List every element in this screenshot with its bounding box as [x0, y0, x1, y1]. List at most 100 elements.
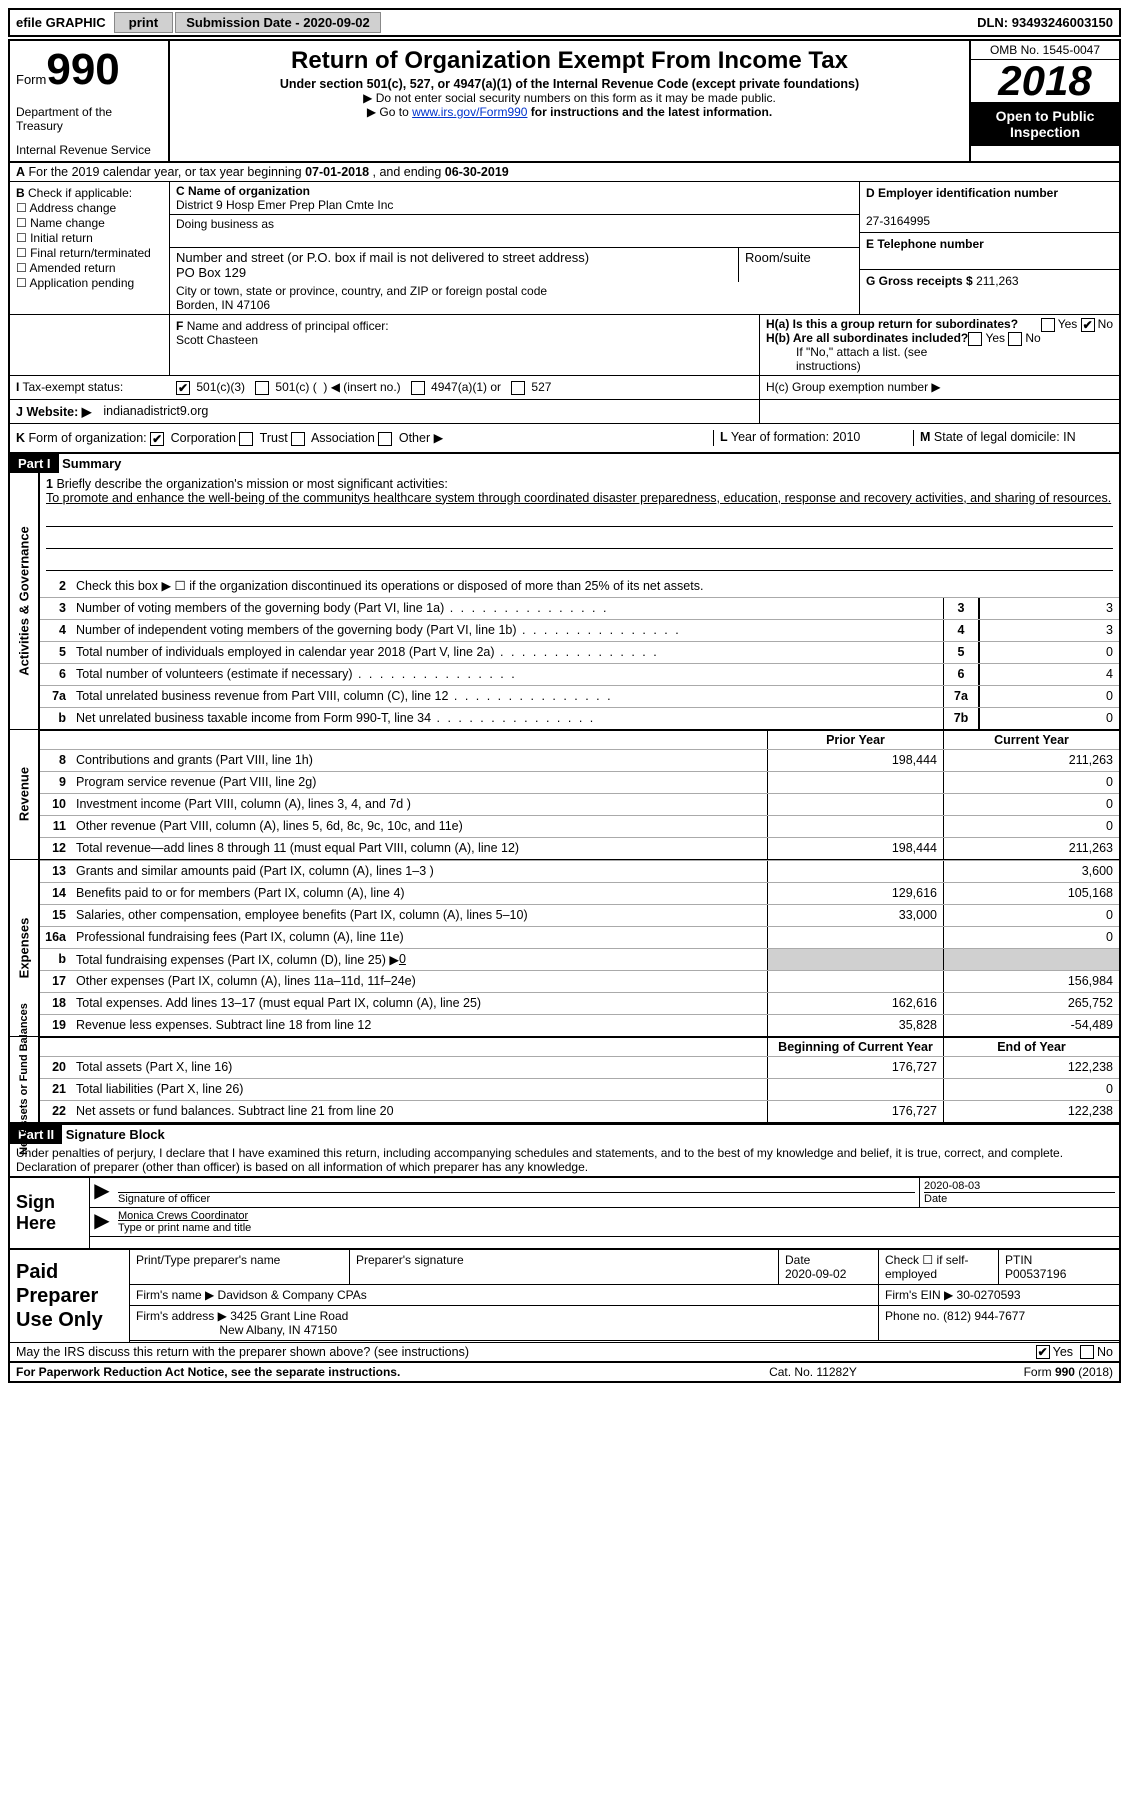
- self-employed-check[interactable]: Check ☐ if self-employed: [879, 1250, 999, 1284]
- row-a-tax-year: A For the 2019 calendar year, or tax yea…: [10, 163, 1119, 182]
- top-toolbar: efile GRAPHIC print Submission Date - 20…: [8, 8, 1121, 37]
- line-16b: bTotal fundraising expenses (Part IX, co…: [40, 948, 1119, 970]
- chk-discuss-yes[interactable]: [1036, 1345, 1050, 1359]
- chk-initial-return[interactable]: ☐ Initial return: [16, 231, 163, 245]
- year-formation: 2010: [833, 430, 861, 444]
- side-revenue: Revenue: [10, 730, 40, 859]
- chk-address-change[interactable]: ☐ Address change: [16, 201, 163, 215]
- group-exemption: H(c) Group exemption number ▶: [759, 376, 1119, 399]
- line-3: 3Number of voting members of the governi…: [40, 597, 1119, 619]
- line-2: 2 Check this box ▶ ☐ if the organization…: [40, 575, 1119, 597]
- row-k-form-org: K Form of organization: Corporation Trus…: [10, 424, 1119, 454]
- line-7b: bNet unrelated business taxable income f…: [40, 707, 1119, 729]
- page-footer: For Paperwork Reduction Act Notice, see …: [10, 1361, 1119, 1381]
- row-j-website: J Website: ▶ indianadistrict9.org: [10, 400, 1119, 424]
- preparer-name-label: Print/Type preparer's name: [130, 1250, 350, 1284]
- section-bcd: B Check if applicable: ☐ Address change …: [10, 182, 1119, 315]
- chk-association[interactable]: [291, 432, 305, 446]
- chk-4947[interactable]: [411, 381, 425, 395]
- arrow-icon: ▶: [90, 1178, 114, 1207]
- chk-name-change[interactable]: ☐ Name change: [16, 216, 163, 230]
- chk-trust[interactable]: [239, 432, 253, 446]
- website-url: indianadistrict9.org: [97, 400, 759, 423]
- line-14: 14Benefits paid to or for members (Part …: [40, 882, 1119, 904]
- chk-527[interactable]: [511, 381, 525, 395]
- ptin: P00537196: [1005, 1267, 1066, 1281]
- header-center: Return of Organization Exempt From Incom…: [170, 41, 969, 161]
- perjury-declaration: Under penalties of perjury, I declare th…: [10, 1144, 1119, 1176]
- side-governance: Activities & Governance: [10, 473, 40, 729]
- org-name: District 9 Hosp Emer Prep Plan Cmte Inc: [176, 198, 393, 212]
- tax-year: 2018: [971, 60, 1119, 102]
- net-assets-section: Net Assets or Fund Balances Beginning of…: [10, 1037, 1119, 1123]
- street-address: PO Box 129: [176, 265, 246, 280]
- line-22: 22Net assets or fund balances. Subtract …: [40, 1100, 1119, 1122]
- city-state-zip: Borden, IN 47106: [176, 298, 270, 312]
- col-d-ein: D Employer identification number27-31649…: [859, 182, 1119, 314]
- chk-application-pending[interactable]: ☐ Application pending: [16, 276, 163, 290]
- col-headers-rev: Prior Year Current Year: [40, 730, 1119, 749]
- preparer-sig-label: Preparer's signature: [350, 1250, 779, 1284]
- line-20: 20Total assets (Part X, line 16)176,7271…: [40, 1056, 1119, 1078]
- irs-label: Internal Revenue Service: [16, 143, 162, 157]
- firm-name: Davidson & Company CPAs: [218, 1288, 367, 1302]
- header-right: OMB No. 1545-0047 2018 Open to PublicIns…: [969, 41, 1119, 161]
- line-4: 4Number of independent voting members of…: [40, 619, 1119, 641]
- form-subtitle: Under section 501(c), 527, or 4947(a)(1)…: [178, 77, 961, 91]
- side-net-assets: Net Assets or Fund Balances: [10, 1037, 40, 1122]
- line-19: 19Revenue less expenses. Subtract line 1…: [40, 1014, 1119, 1036]
- sign-here-label: Sign Here: [10, 1178, 90, 1248]
- chk-discuss-no[interactable]: [1080, 1345, 1094, 1359]
- principal-officer: F Name and address of principal officer:…: [170, 315, 759, 375]
- form-note-link: ▶ Go to www.irs.gov/Form990 for instruct…: [178, 105, 961, 119]
- sign-here-section: Sign Here ▶ Signature of officer 2020-08…: [10, 1176, 1119, 1248]
- col-headers-net: Beginning of Current Year End of Year: [40, 1037, 1119, 1056]
- line-16a: 16aProfessional fundraising fees (Part I…: [40, 926, 1119, 948]
- preparer-date: 2020-09-02: [785, 1267, 846, 1281]
- state-domicile: IN: [1063, 430, 1076, 444]
- chk-final-return[interactable]: ☐ Final return/terminated: [16, 246, 163, 260]
- discuss-row: May the IRS discuss this return with the…: [10, 1342, 1119, 1362]
- line-12: 12Total revenue—add lines 8 through 11 (…: [40, 837, 1119, 859]
- form-note-ssn: Do not enter social security numbers on …: [178, 91, 961, 105]
- line-18: 18Total expenses. Add lines 13–17 (must …: [40, 992, 1119, 1014]
- chk-other[interactable]: [378, 432, 392, 446]
- firm-phone: (812) 944-7677: [943, 1309, 1025, 1323]
- form-990: Form990 Department of the Treasury Inter…: [8, 39, 1121, 1383]
- line-15: 15Salaries, other compensation, employee…: [40, 904, 1119, 926]
- row-i-tax-status: I Tax-exempt status: 501(c)(3) 501(c) ( …: [10, 376, 1119, 400]
- dept-treasury: Department of the Treasury: [16, 105, 162, 133]
- line-8: 8Contributions and grants (Part VIII, li…: [40, 749, 1119, 771]
- signature-date: 2020-08-03: [924, 1180, 980, 1192]
- officer-name: Monica Crews Coordinator: [118, 1210, 248, 1222]
- line-5: 5Total number of individuals employed in…: [40, 641, 1119, 663]
- line-11: 11Other revenue (Part VIII, column (A), …: [40, 815, 1119, 837]
- part-1: Part I Summary Activities & Governance 1…: [10, 454, 1119, 730]
- part-1-header: Part I: [10, 454, 59, 473]
- group-return: H(a) Is this a group return for subordin…: [759, 315, 1119, 375]
- form-header: Form990 Department of the Treasury Inter…: [10, 41, 1119, 163]
- print-button[interactable]: print: [114, 12, 174, 33]
- chk-501c3[interactable]: [176, 381, 190, 395]
- line-17: 17Other expenses (Part IX, column (A), l…: [40, 970, 1119, 992]
- arrow-icon: ▶: [90, 1208, 114, 1236]
- submission-date: Submission Date - 2020-09-02: [175, 12, 381, 33]
- efile-label: efile GRAPHIC: [10, 15, 112, 30]
- firm-address: 3425 Grant Line Road: [230, 1309, 348, 1323]
- header-left: Form990 Department of the Treasury Inter…: [10, 41, 170, 161]
- line-6: 6Total number of volunteers (estimate if…: [40, 663, 1119, 685]
- dln: DLN: 93493246003150: [971, 15, 1119, 30]
- part-2: Part II Signature Block Under penalties …: [10, 1123, 1119, 1382]
- expenses-section: Expenses 13Grants and similar amounts pa…: [10, 860, 1119, 1037]
- chk-501c[interactable]: [255, 381, 269, 395]
- room-suite: Room/suite: [739, 248, 859, 282]
- chk-corporation[interactable]: [150, 432, 164, 446]
- line-10: 10Investment income (Part VIII, column (…: [40, 793, 1119, 815]
- col-b-checkboxes: B Check if applicable: ☐ Address change …: [10, 182, 170, 314]
- gross-receipts: 211,263: [976, 274, 1019, 288]
- line-7a: 7aTotal unrelated business revenue from …: [40, 685, 1119, 707]
- paid-preparer-label: Paid Preparer Use Only: [10, 1250, 130, 1342]
- irs-link[interactable]: www.irs.gov/Form990: [412, 105, 527, 119]
- chk-amended-return[interactable]: ☐ Amended return: [16, 261, 163, 275]
- public-inspection: Open to PublicInspection: [971, 102, 1119, 146]
